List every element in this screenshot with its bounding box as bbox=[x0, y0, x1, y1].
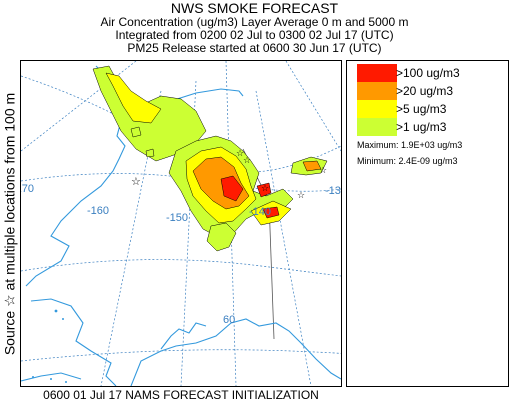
integration-period: Integrated from 0200 02 Jul to 0300 02 J… bbox=[115, 28, 394, 42]
longitude-label: -130 bbox=[325, 185, 341, 197]
source-star-icon: ☆ bbox=[261, 184, 269, 194]
legend-item: >5 ug/m3 bbox=[357, 100, 446, 118]
latitude-line bbox=[20, 349, 372, 362]
legend-swatch-20 bbox=[357, 82, 397, 100]
concentration-description: Air Concentration (ug/m3) Layer Average … bbox=[100, 15, 409, 29]
smoke-map: ☆ ☆ ☆ ☆ ☆ ☆ -170 -160 -150 -140 -130 60 bbox=[12, 60, 372, 387]
longitude-line bbox=[285, 60, 342, 152]
legend: >100 ug/m3 >20 ug/m3 >5 ug/m3 >1 ug/m3 M… bbox=[346, 60, 509, 387]
longitude-label: -140 bbox=[249, 206, 271, 218]
source-side-label: Source ☆ at multiple locations from 100 … bbox=[0, 60, 20, 387]
source-star-icon: ☆ bbox=[243, 156, 251, 166]
source-side-label-text: Source ☆ at multiple locations from 100 … bbox=[1, 92, 18, 355]
source-star-icon: ☆ bbox=[131, 175, 141, 188]
legend-swatch-1 bbox=[357, 118, 397, 136]
legend-label: >1 ug/m3 bbox=[396, 120, 447, 134]
islands bbox=[32, 309, 67, 383]
legend-item: >100 ug/m3 bbox=[357, 64, 460, 82]
legend-label: >5 ug/m3 bbox=[396, 102, 447, 116]
latitude-label: 60 bbox=[223, 314, 235, 326]
legend-item: >20 ug/m3 bbox=[357, 82, 453, 100]
smoke-plume bbox=[92, 65, 328, 252]
source-star-icon: ☆ bbox=[297, 191, 305, 201]
longitude-label: -150 bbox=[166, 212, 188, 224]
map-canvas: ☆ ☆ ☆ ☆ ☆ ☆ -170 -160 -150 -140 -130 60 bbox=[12, 60, 372, 387]
forecast-title: NWS SMOKE FORECAST bbox=[170, 0, 339, 16]
longitude-line bbox=[180, 80, 197, 387]
maximum-value: Maximum: 1.9E+03 ug/m3 bbox=[357, 140, 463, 150]
source-star-icon: ☆ bbox=[236, 149, 244, 159]
legend-swatch-100 bbox=[357, 64, 397, 82]
longitude-label: -160 bbox=[87, 205, 109, 217]
legend-swatch-5 bbox=[357, 100, 397, 118]
forecast-initialization: 0600 01 Jul 17 NAMS FORECAST INITIALIZAT… bbox=[43, 388, 319, 402]
longitude-line bbox=[255, 90, 312, 387]
latitude-line bbox=[20, 259, 352, 278]
release-start: PM25 Release started at 0600 30 Jun 17 (… bbox=[127, 41, 382, 55]
source-star-icon: ☆ bbox=[319, 166, 327, 176]
minimum-value: Minimum: 2.4E-09 ug/m3 bbox=[357, 156, 458, 166]
longitude-label: -170 bbox=[21, 183, 34, 195]
legend-label: >100 ug/m3 bbox=[396, 66, 460, 80]
legend-label: >20 ug/m3 bbox=[396, 84, 454, 98]
source-markers: ☆ ☆ ☆ ☆ ☆ ☆ bbox=[131, 149, 327, 201]
legend-item: >1 ug/m3 bbox=[357, 118, 446, 136]
